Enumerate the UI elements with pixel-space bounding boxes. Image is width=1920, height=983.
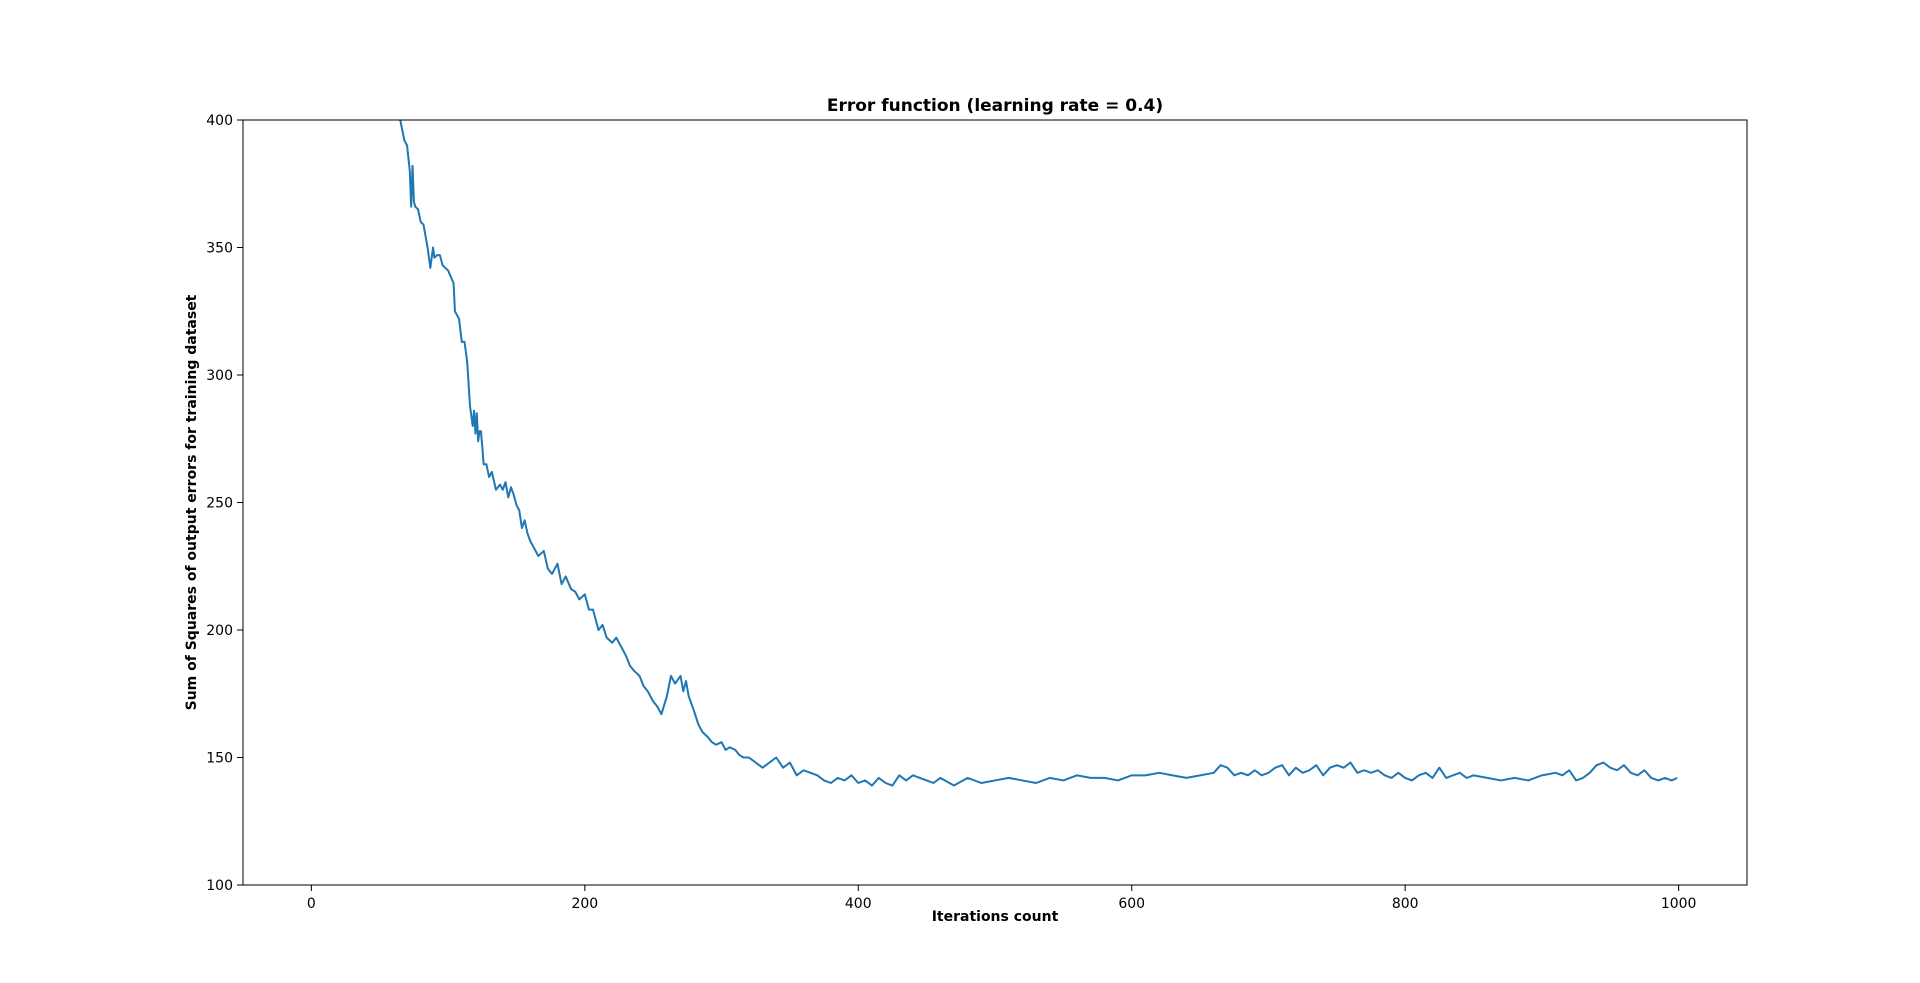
y-tick-label-350: 350 <box>206 241 233 257</box>
plot-area: 0 200 400 600 800 1000 100 150 200 250 300 350 400 <box>206 113 1748 912</box>
y-tick-label-300: 300 <box>206 368 233 384</box>
y-tick-label-150: 150 <box>206 751 233 767</box>
x-tick-label-1000: 1000 <box>1661 896 1697 912</box>
x-tick-label-600: 600 <box>1118 896 1145 912</box>
y-tick-label-200: 200 <box>206 623 233 639</box>
x-tick-label-400: 400 <box>845 896 872 912</box>
x-axis-title: Iterations count <box>932 909 1059 925</box>
chart-title: Error function (learning rate = 0.4) <box>827 96 1163 116</box>
y-axis-title: Sum of Squares of output errors for trai… <box>184 294 200 710</box>
series-line-0 <box>399 120 1678 787</box>
x-tick-label-200: 200 <box>571 896 598 912</box>
y-tick-label-400: 400 <box>206 113 233 129</box>
y-tick-label-250: 250 <box>206 496 233 512</box>
x-tick-label-800: 800 <box>1392 896 1419 912</box>
y-tick-label-100: 100 <box>206 878 233 894</box>
x-tick-label-0: 0 <box>307 896 316 912</box>
